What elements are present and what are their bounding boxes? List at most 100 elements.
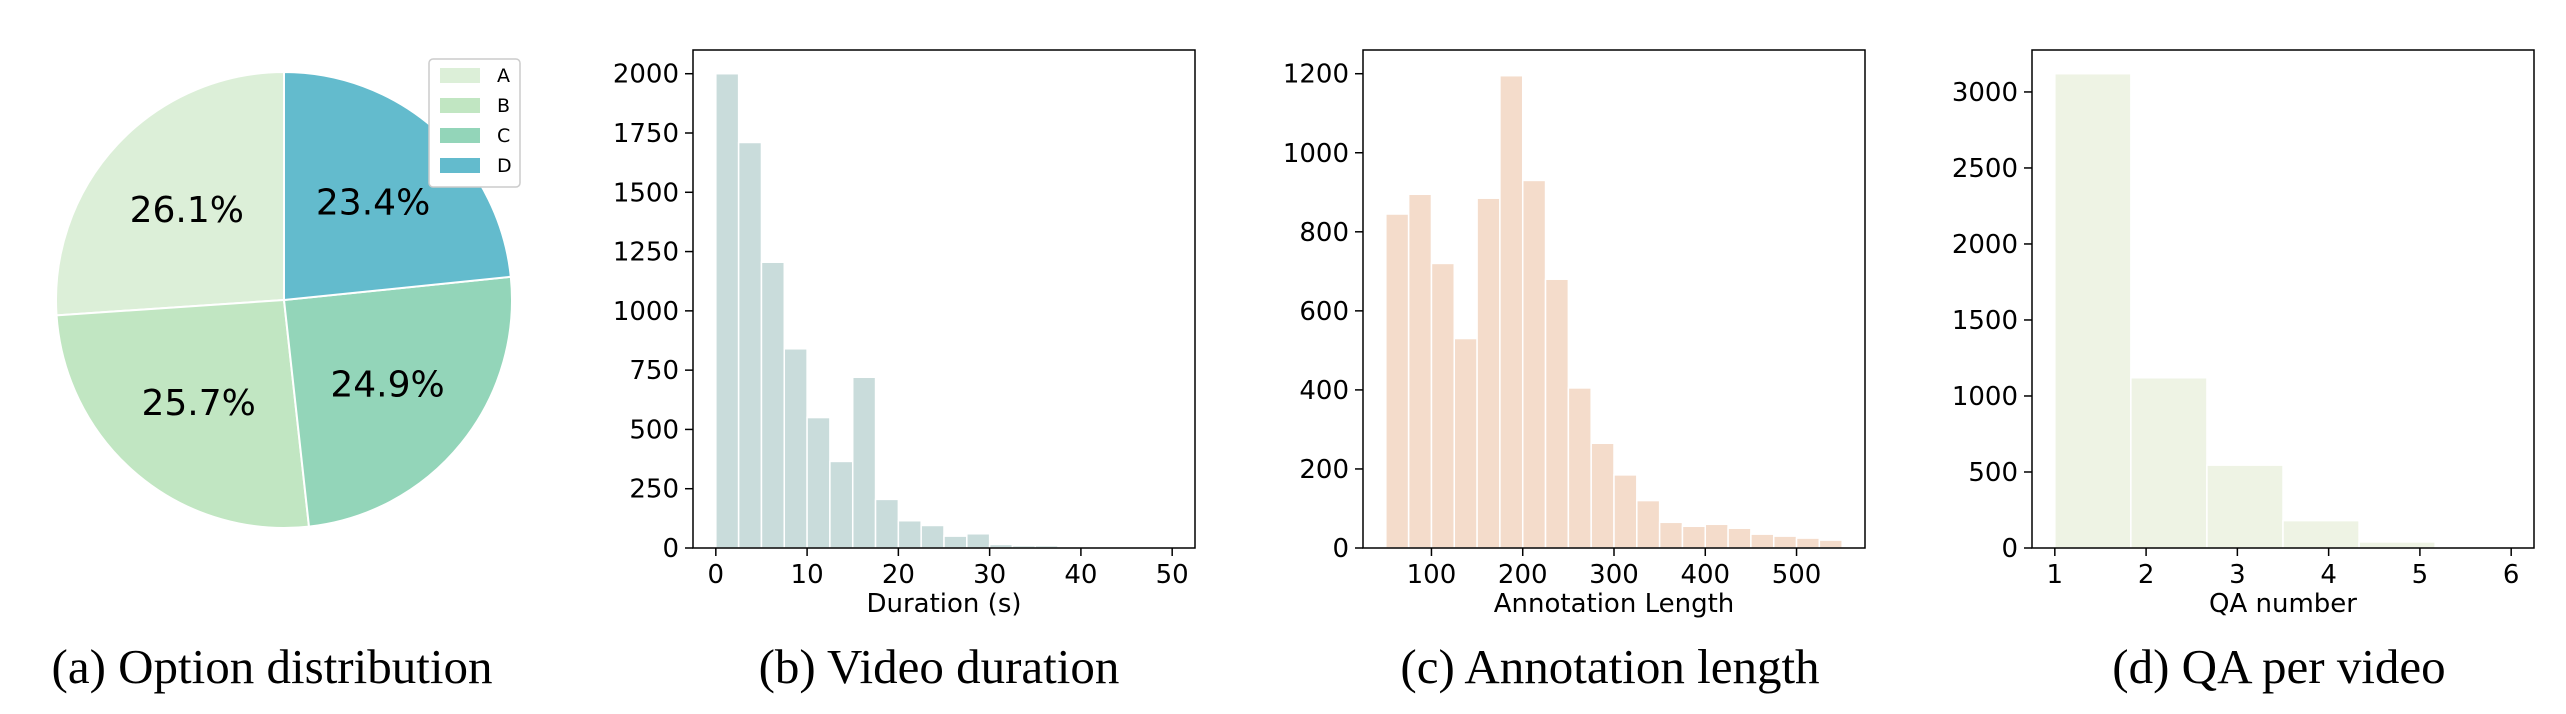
annotation-length-bar — [1567, 387, 1592, 549]
qa-number-bar — [2054, 72, 2132, 549]
annotation-length-y-tick-label: 1200 — [1283, 60, 1349, 90]
annotation-length-x-tick-label: 500 — [1772, 560, 1822, 590]
annotation-length-bars — [1385, 74, 1843, 549]
duration-bar — [943, 535, 968, 549]
annotation-length-x-tick-label: 300 — [1589, 560, 1639, 590]
annotation-length-bar — [1407, 193, 1433, 549]
annotation-length-bar — [1750, 533, 1775, 549]
duration-x-ticks: 0 10 20 30 40 50 — [708, 548, 1189, 590]
qa-number-y-tick-label: 2000 — [1952, 230, 2018, 260]
qa-number-x-tick-label: 3 — [2229, 560, 2246, 590]
annotation-length-bar — [1544, 278, 1570, 549]
caption-b: (b) Video duration — [759, 639, 1120, 694]
annotation-length-bar — [1636, 499, 1661, 549]
duration-y-tick-label: 1000 — [613, 297, 679, 327]
pie-slice-a — [55, 70, 285, 317]
qa-number-x-tick-label: 4 — [2320, 560, 2337, 590]
duration-bar — [920, 524, 945, 549]
annotation-length-bar — [1453, 337, 1478, 549]
legend-swatch-a — [440, 68, 480, 83]
legend-label-d: D — [497, 155, 512, 177]
video-duration-panel: 0 10 20 30 40 50 0 250 500 750 1000 1250 1500 1750 20… — [613, 49, 1196, 694]
legend-label-c: C — [497, 125, 510, 147]
duration-bar — [897, 519, 922, 549]
annotation-length-bar — [1590, 442, 1615, 549]
pie-slices — [55, 70, 513, 530]
pie-slice-c — [282, 275, 513, 528]
duration-y-tick-label: 0 — [662, 534, 679, 564]
annotation-length-bar — [1772, 535, 1798, 549]
annotation-length-x-axis-title: Annotation Length — [1494, 589, 1735, 619]
duration-x-tick-label: 10 — [791, 560, 824, 590]
annotation-length-y-tick-label: 600 — [1299, 297, 1349, 327]
legend-swatch-b — [440, 98, 480, 113]
duration-bar — [874, 498, 900, 549]
duration-x-tick-label: 0 — [708, 560, 725, 590]
qa-number-x-tick-label: 1 — [2047, 560, 2064, 590]
plot-frame-b — [692, 49, 1196, 549]
qa-number-y-tick-label: 0 — [2001, 534, 2018, 564]
annotation-length-panel: 100 200 300 400 500 0 200 400 600 800 1000 1200 An… — [1283, 49, 1866, 694]
annotation-length-x-tick-label: 200 — [1498, 560, 1548, 590]
legend-swatch-c — [440, 128, 480, 143]
annotation-length-bar — [1795, 537, 1821, 549]
annotation-length-x-tick-label: 400 — [1680, 560, 1730, 590]
qa-number-x-tick-label: 2 — [2138, 560, 2155, 590]
annotation-length-bar — [1613, 474, 1638, 549]
duration-bar — [783, 348, 808, 549]
qa-number-x-tick-label: 5 — [2412, 560, 2429, 590]
duration-y-tick-label: 500 — [629, 415, 679, 445]
legend-swatch-d — [440, 158, 480, 173]
legend-frame — [428, 58, 521, 188]
duration-x-tick-label: 20 — [882, 560, 915, 590]
annotation-length-bar — [1727, 527, 1752, 549]
duration-bar — [851, 376, 877, 549]
duration-y-tick-label: 1500 — [613, 178, 679, 208]
annotation-length-x-tick-label: 100 — [1407, 560, 1457, 590]
legend-label-b: B — [497, 95, 510, 117]
pie-label-c: 24.9% — [330, 365, 444, 406]
duration-x-axis-title: Duration (s) — [866, 589, 1021, 619]
caption-c: (c) Annotation length — [1400, 639, 1819, 694]
annotation-length-y-ticks: 0 200 400 600 800 1000 1200 — [1283, 60, 1363, 564]
duration-bar — [966, 533, 991, 549]
qa-number-y-tick-label: 2500 — [1952, 154, 2018, 184]
qa-number-bar — [2130, 376, 2208, 549]
annotation-length-bar — [1681, 525, 1707, 549]
caption-a: (a) Option distribution — [52, 639, 493, 694]
qa-number-x-tick-label: 6 — [2503, 560, 2520, 590]
duration-bars — [715, 72, 1173, 549]
qa-number-bars — [2054, 72, 2512, 549]
qa-per-video-panel: 1 2 3 4 5 6 0 500 1000 1500 2000 2500 3000 QA numbe… — [1952, 49, 2535, 694]
qa-number-bar — [2282, 519, 2360, 549]
duration-y-tick-label: 2000 — [613, 60, 679, 90]
caption-d: (d) QA per video — [2112, 639, 2445, 694]
pie-label-b: 25.7% — [142, 383, 256, 424]
annotation-length-bar — [1499, 74, 1524, 549]
annotation-length-bar — [1658, 521, 1684, 549]
duration-bar — [829, 460, 854, 549]
pie-labels: 26.1% 25.7% 24.9% 23.4% — [130, 182, 445, 424]
annotation-length-y-tick-label: 800 — [1299, 218, 1349, 248]
qa-number-bar — [2206, 464, 2284, 549]
annotation-length-y-tick-label: 1000 — [1283, 139, 1349, 169]
duration-bar — [760, 261, 786, 549]
duration-y-ticks: 0 250 500 750 1000 1250 1500 1750 2000 — [613, 60, 693, 564]
annotation-length-y-tick-label: 0 — [1332, 534, 1349, 564]
duration-x-tick-label: 40 — [1064, 560, 1097, 590]
annotation-length-bar — [1704, 523, 1729, 549]
annotation-length-y-tick-label: 400 — [1299, 376, 1349, 406]
duration-y-tick-label: 750 — [629, 356, 679, 386]
annotation-length-bar — [1818, 539, 1843, 549]
pie-label-a: 26.1% — [130, 190, 244, 231]
pie-slice-b — [55, 298, 311, 530]
duration-y-tick-label: 1750 — [613, 119, 679, 149]
qa-number-x-axis-title: QA number — [2209, 589, 2357, 619]
annotation-length-bar — [1385, 213, 1410, 549]
qa-number-y-tick-label: 500 — [1968, 458, 2018, 488]
qa-number-bar — [2358, 541, 2436, 549]
